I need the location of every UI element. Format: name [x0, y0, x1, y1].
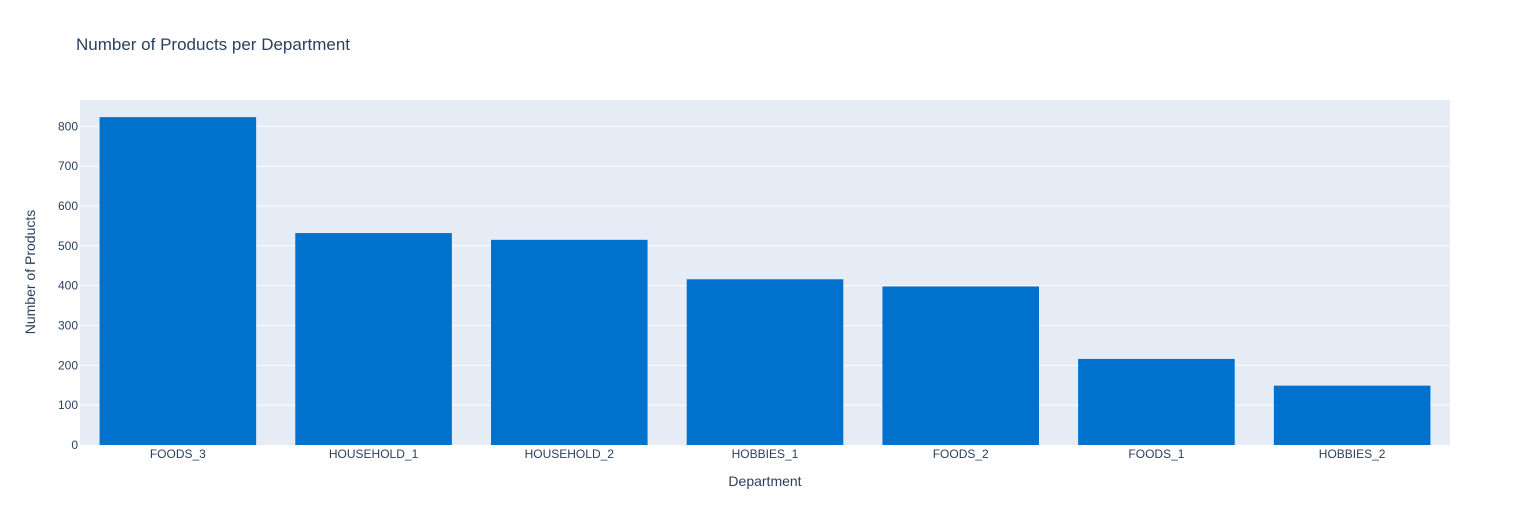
- bars: [99, 117, 1431, 445]
- bar-foods-3[interactable]: [99, 117, 257, 445]
- x-tick-label: FOODS_1: [1128, 447, 1184, 461]
- bar-foods-1[interactable]: [1078, 358, 1235, 445]
- bar-hobbies-1[interactable]: [686, 279, 844, 445]
- y-tick-label: 300: [58, 318, 78, 332]
- x-tick-label: HOUSEHOLD_2: [525, 447, 615, 461]
- x-axis-title: Department: [728, 473, 801, 489]
- chart-title: Number of Products per Department: [76, 35, 350, 54]
- y-tick-label: 800: [58, 119, 78, 133]
- y-axis-title: Number of Products: [22, 210, 38, 335]
- x-tick-label: HOBBIES_2: [1319, 447, 1386, 461]
- y-tick-label: 600: [58, 199, 78, 213]
- bar-hobbies-2[interactable]: [1273, 385, 1431, 445]
- y-tick-label: 500: [58, 239, 78, 253]
- y-tick-label: 100: [58, 398, 78, 412]
- bar-household-1[interactable]: [295, 233, 452, 445]
- y-axis-ticks: 0 100 200 300 400 500 600 700 800: [58, 119, 78, 452]
- x-tick-label: FOODS_3: [150, 447, 206, 461]
- x-axis-ticks: FOODS_3 HOUSEHOLD_1 HOUSEHOLD_2 HOBBIES_1 FO…: [150, 447, 1386, 461]
- y-tick-label: 200: [58, 358, 78, 372]
- x-tick-label: HOBBIES_1: [732, 447, 799, 461]
- bar-foods-2[interactable]: [882, 286, 1039, 445]
- y-tick-label: 400: [58, 279, 78, 293]
- x-tick-label: HOUSEHOLD_1: [329, 447, 419, 461]
- y-tick-label: 700: [58, 159, 78, 173]
- x-tick-label: FOODS_2: [933, 447, 989, 461]
- y-tick-label: 0: [71, 438, 78, 452]
- bar-household-2[interactable]: [491, 239, 648, 445]
